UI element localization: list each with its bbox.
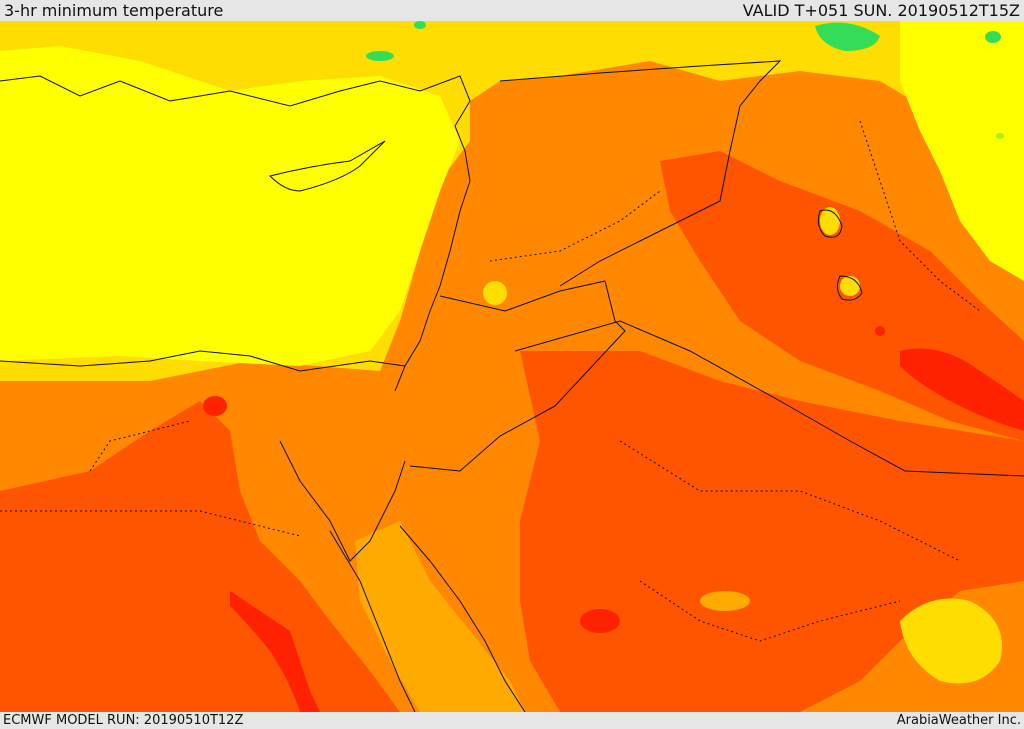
- coastline-turkey: [0, 75, 471, 127]
- boundaries: [0, 60, 1024, 712]
- border-syria-iraq: [499, 60, 782, 287]
- temperature-map[interactable]: [0, 21, 1024, 712]
- credit: ArabiaWeather Inc.: [896, 713, 1021, 728]
- field-green-small-4: [996, 133, 1004, 139]
- field-green-ne: [815, 22, 880, 51]
- border-egypt-sudan: [0, 510, 301, 537]
- cyprus: [269, 140, 386, 192]
- field-yellow-ne: [900, 21, 1024, 281]
- border-iraq-saudi: [514, 320, 1024, 477]
- field-gold-se: [900, 598, 1002, 684]
- model-run: ECMWF MODEL RUN: 20190510T12Z: [3, 713, 244, 728]
- field-darkorange-arabia: [520, 351, 1024, 712]
- coastline-levant: [394, 125, 471, 392]
- border-internal-1: [489, 190, 661, 262]
- field-red-spot-2: [875, 326, 885, 336]
- valid-time: VALID T+051 SUN. 20190512T15Z: [742, 1, 1020, 20]
- field-green-small-1: [985, 31, 1001, 43]
- coastline-redsea-e: [399, 525, 526, 712]
- field-green-small-2: [366, 51, 394, 61]
- field-red-spot-1: [203, 396, 227, 416]
- lake-tharthar: [817, 209, 843, 238]
- map-title: 3-hr minimum temperature: [4, 1, 224, 20]
- field-yellow-sea: [0, 46, 460, 366]
- field-green-small-3: [414, 21, 426, 29]
- field-red-spot-3: [580, 609, 620, 633]
- footer-bar: ECMWF MODEL RUN: 20190510T12Z ArabiaWeat…: [0, 712, 1024, 729]
- border-internal-3: [859, 120, 981, 312]
- header-bar: 3-hr minimum temperature VALID T+051 SUN…: [0, 0, 1024, 21]
- border-jordan: [409, 280, 626, 472]
- coastline-egypt: [0, 350, 406, 372]
- lake-razazza: [836, 275, 863, 301]
- field-gold-spot-1: [700, 591, 750, 611]
- coastline-redsea-w: [329, 530, 416, 712]
- field-gold-spot-2: [483, 281, 507, 305]
- field-red-nile: [230, 591, 320, 712]
- border-internal-4: [89, 420, 191, 472]
- field-amber-redsea: [355, 521, 525, 712]
- map-svg: [0, 21, 1024, 712]
- field-gold-spot-4: [840, 276, 860, 296]
- border-internal-5: [639, 580, 901, 642]
- field-red-gulf: [900, 348, 1024, 431]
- field-darkorange-egypt: [0, 401, 400, 712]
- coastline-sinai: [279, 440, 406, 562]
